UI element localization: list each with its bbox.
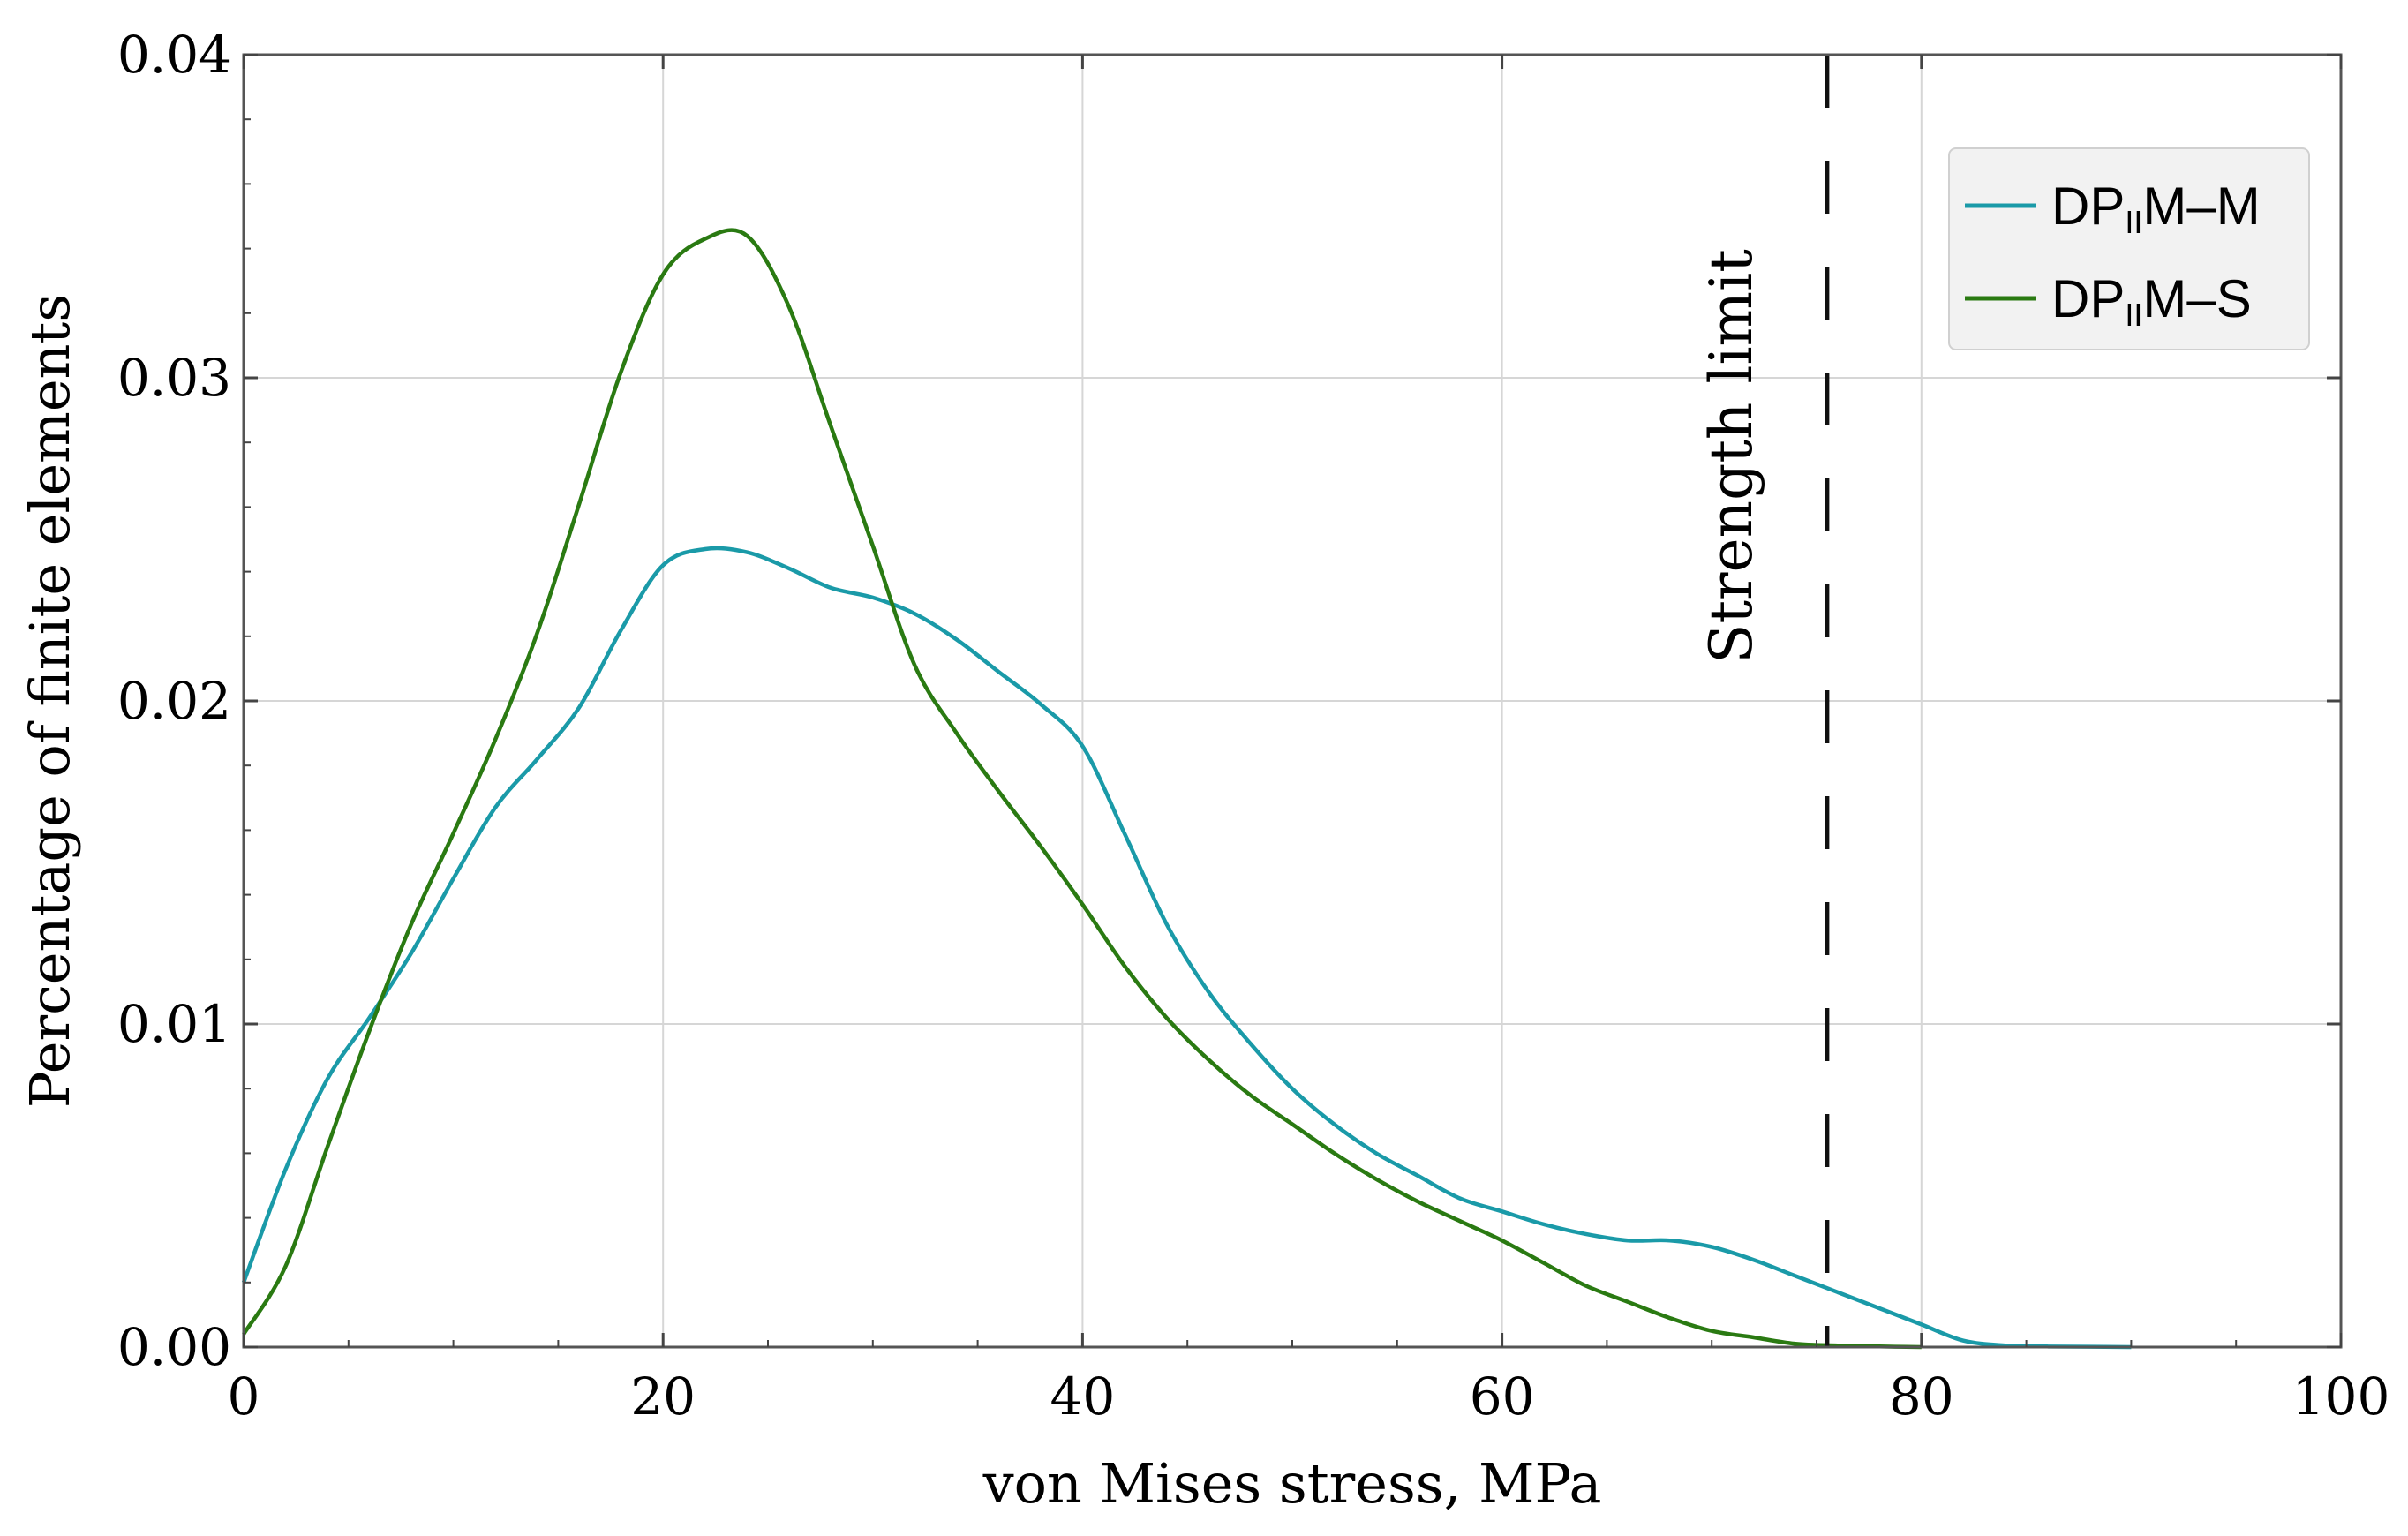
x-axis-label: von Mises stress, MPa xyxy=(982,1451,1602,1516)
annotation-layer: Strength limit xyxy=(1697,55,1830,1347)
x-tick-label: 0 xyxy=(228,1367,260,1427)
y-tick-label: 0.04 xyxy=(117,25,231,85)
strength-limit-label: Strength limit xyxy=(1697,249,1765,664)
x-tick-label: 20 xyxy=(630,1367,696,1427)
y-tick-label: 0.00 xyxy=(117,1317,231,1377)
x-tick-label: 100 xyxy=(2292,1367,2390,1427)
series-layer xyxy=(241,228,2132,1350)
ticks: 0 20 40 60 80 100 0.00 0.01 0.02 0.03 0.04 xyxy=(117,25,2390,1427)
y-tick-label: 0.01 xyxy=(117,994,231,1054)
axis-labels: von Mises stress, MPa Percentage of fini… xyxy=(18,294,1601,1516)
x-tick-label: 40 xyxy=(1050,1367,1115,1427)
grid xyxy=(244,55,2341,1347)
series-line-2 xyxy=(242,228,1922,1350)
y-tick-label: 0.02 xyxy=(117,671,231,731)
legend: DPIIM–M DPIIM–S xyxy=(1948,147,2310,350)
legend-label-1: DPIIM–M xyxy=(2051,177,2261,240)
y-axis-label: Percentage of finite elements xyxy=(18,294,82,1108)
legend-label-2: DPIIM–S xyxy=(2051,269,2252,333)
y-tick-label: 0.03 xyxy=(117,348,231,408)
x-tick-label: 60 xyxy=(1470,1367,1535,1427)
x-tick-label: 80 xyxy=(1889,1367,1954,1427)
series-line-1 xyxy=(241,546,2132,1350)
legend-box xyxy=(1948,147,2310,350)
